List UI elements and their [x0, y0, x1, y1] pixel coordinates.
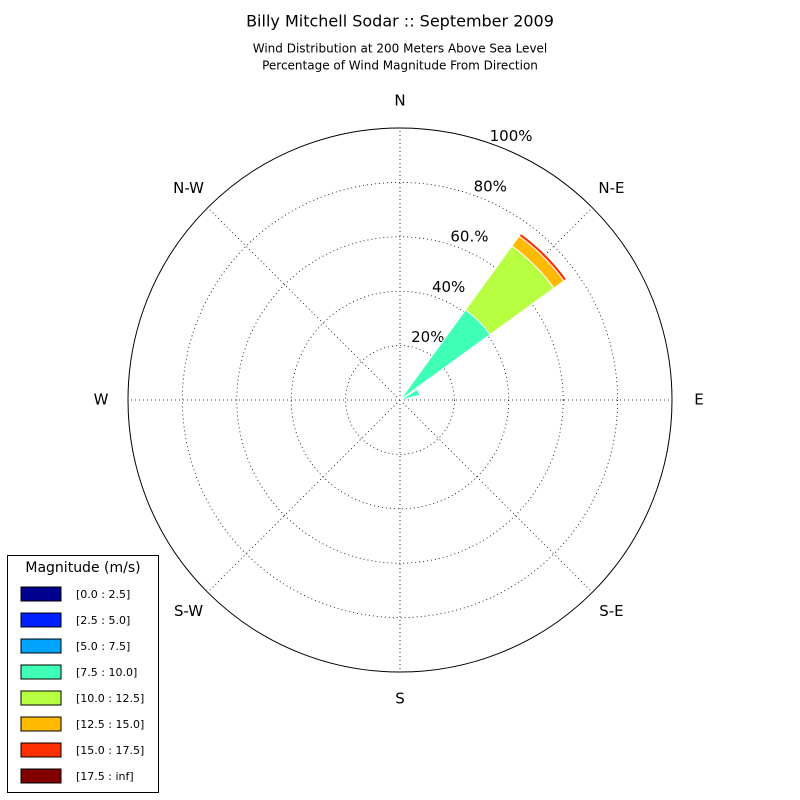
direction-label: N-W: [173, 179, 204, 197]
legend-swatch: [20, 664, 62, 680]
direction-label: S-W: [174, 602, 203, 620]
legend-swatch: [20, 638, 62, 654]
radial-grid-line: [207, 207, 401, 401]
r-tick-label: 40%: [432, 278, 465, 296]
legend-swatch: [20, 742, 62, 758]
radial-grid-line: [207, 399, 401, 593]
r-tick-label: 20%: [411, 328, 444, 346]
chart-subtitle: Wind Distribution at 200 Meters Above Se…: [253, 42, 548, 56]
direction-label: W: [94, 391, 109, 409]
polar-frame: [127, 127, 673, 673]
legend-label: [7.5 : 10.0]: [76, 666, 137, 679]
direction-label: S: [395, 690, 405, 708]
legend-title: Magnitude (m/s): [25, 560, 140, 576]
legend-swatch: [20, 690, 62, 706]
r-tick-label: 100%: [490, 127, 533, 145]
legend-label: [10.0 : 12.5]: [76, 692, 144, 705]
direction-label: N-E: [598, 179, 624, 197]
chart-subtitle: Percentage of Wind Magnitude From Direct…: [262, 59, 538, 73]
r-tick-label: 60.%: [450, 228, 488, 246]
legend-label: [15.0 : 17.5]: [76, 744, 144, 757]
legend-swatch: [20, 612, 62, 628]
direction-label: S-E: [599, 602, 623, 620]
legend-label: [0.0 : 2.5]: [76, 588, 130, 601]
legend-label: [2.5 : 5.0]: [76, 614, 130, 627]
radial-grid-line: [399, 399, 593, 593]
grid-ring: [236, 236, 564, 564]
legend-label: [5.0 : 7.5]: [76, 640, 130, 653]
direction-label: E: [694, 391, 703, 409]
legend-swatch: [20, 586, 62, 602]
legend-swatch: [20, 768, 62, 784]
grid-ring: [181, 181, 619, 619]
grid-ring: [290, 290, 510, 510]
legend-label: [17.5 : inf]: [76, 770, 134, 783]
legend-label: [12.5 : 15.0]: [76, 718, 144, 731]
grid-ring: [345, 345, 455, 455]
chart-title: Billy Mitchell Sodar :: September 2009: [246, 12, 554, 31]
direction-label: N: [394, 92, 405, 110]
r-tick-label: 80%: [474, 177, 507, 195]
legend-swatch: [20, 716, 62, 732]
